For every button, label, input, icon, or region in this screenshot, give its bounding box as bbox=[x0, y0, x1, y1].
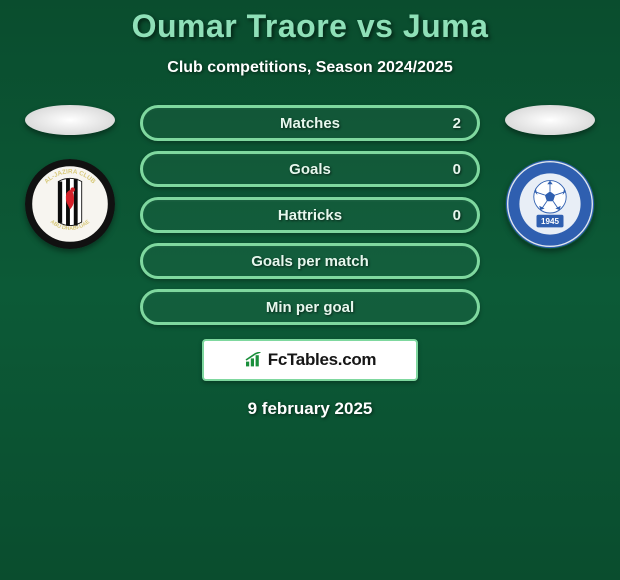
subtitle: Club competitions, Season 2024/2025 bbox=[0, 59, 620, 77]
brand-chart-icon bbox=[244, 352, 264, 368]
player-avatar-placeholder bbox=[25, 105, 115, 135]
stat-label: Hattricks bbox=[278, 207, 342, 224]
brand-badge: FcTables.com bbox=[202, 339, 418, 381]
page-title: Oumar Traore vs Juma bbox=[0, 8, 620, 45]
left-club-badge: AL-JAZIRA CLUB ABU DHABI-UAE bbox=[25, 159, 115, 249]
comparison-layout: AL-JAZIRA CLUB ABU DHABI-UAE bbox=[0, 105, 620, 325]
stat-row-min-per-goal: Min per goal bbox=[140, 289, 480, 325]
stat-label: Goals bbox=[289, 161, 331, 178]
stat-value: 0 bbox=[453, 207, 461, 224]
left-player-column: AL-JAZIRA CLUB ABU DHABI-UAE bbox=[20, 105, 120, 249]
brand-text: FcTables.com bbox=[268, 350, 377, 370]
right-club-badge: 1945 bbox=[505, 159, 595, 249]
stat-value: 0 bbox=[453, 161, 461, 178]
stat-label: Goals per match bbox=[251, 253, 369, 270]
stat-row-goals: Goals 0 bbox=[140, 151, 480, 187]
player-avatar-placeholder bbox=[505, 105, 595, 135]
stat-label: Min per goal bbox=[266, 299, 354, 316]
club-year-label: 1945 bbox=[541, 217, 559, 226]
right-player-column: 1945 bbox=[500, 105, 600, 249]
stat-row-hattricks: Hattricks 0 bbox=[140, 197, 480, 233]
stat-row-matches: Matches 2 bbox=[140, 105, 480, 141]
stat-label: Matches bbox=[280, 115, 340, 132]
stat-value: 2 bbox=[453, 115, 461, 132]
stat-row-goals-per-match: Goals per match bbox=[140, 243, 480, 279]
stat-pill-list: Matches 2 Goals 0 Hattricks 0 Goals per … bbox=[140, 105, 480, 325]
footer-date: 9 february 2025 bbox=[0, 399, 620, 419]
